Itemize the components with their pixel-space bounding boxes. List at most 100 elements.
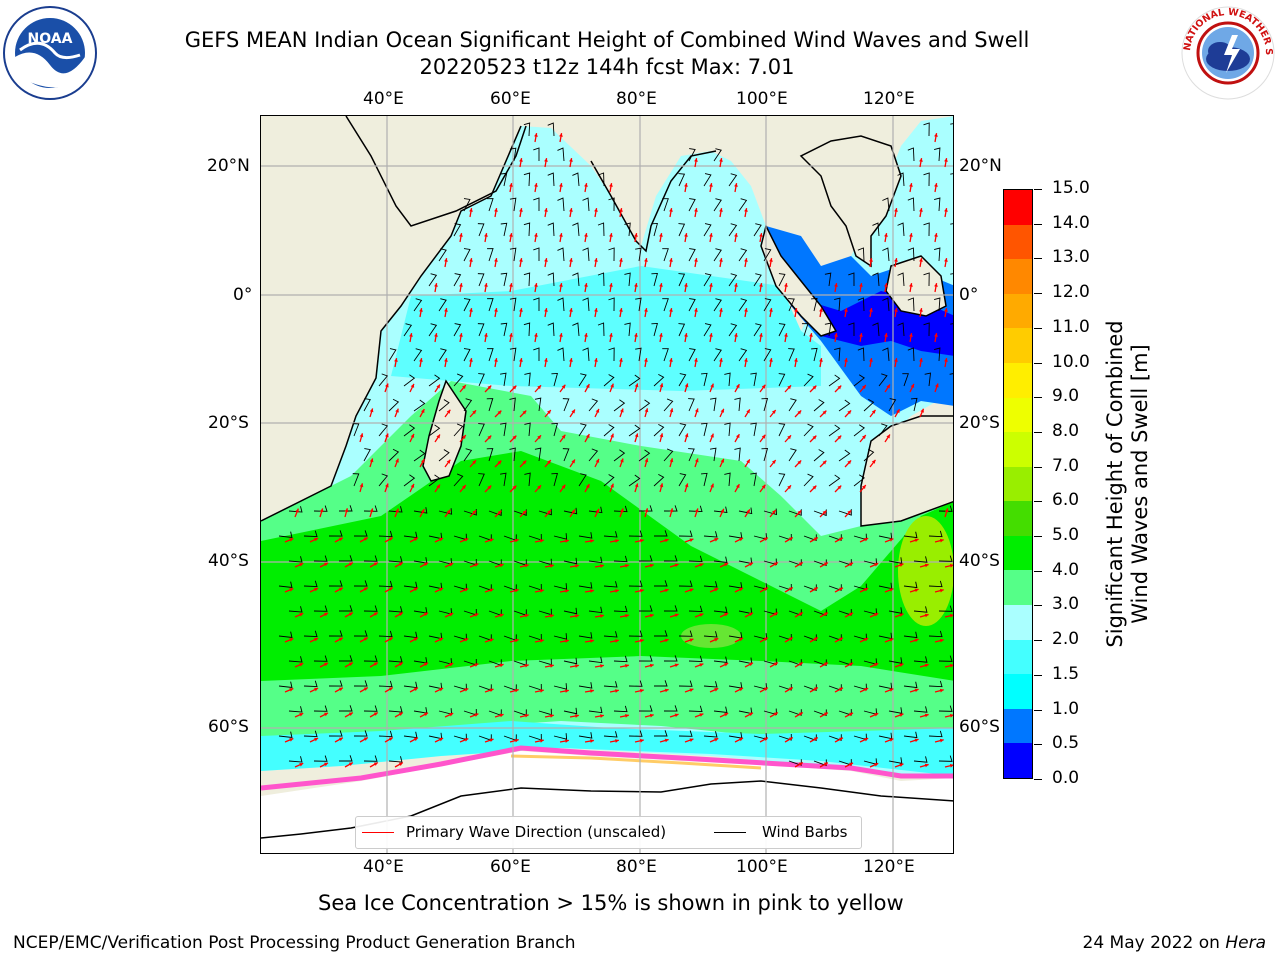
- wind-barb: [635, 297, 642, 312]
- colorbar-segment: [1004, 569, 1032, 606]
- wind-barb: [453, 273, 462, 287]
- wind-barb: [713, 348, 722, 362]
- wind-barb: [923, 322, 930, 337]
- wind-barb: [428, 374, 441, 387]
- colorbar-tick-label: 10.0: [1052, 351, 1090, 372]
- wave-arrow-head: [949, 563, 953, 568]
- wave-arrow-head: [314, 587, 319, 592]
- wave-arrow-head: [565, 739, 569, 743]
- wind-barb: [663, 505, 678, 512]
- wave-arrow-head: [314, 537, 319, 542]
- wind-barb: [653, 373, 665, 387]
- wind-barb: [872, 272, 880, 287]
- lon-tick-bottom: 60°E: [490, 857, 531, 877]
- wind-barb: [428, 424, 441, 437]
- wind-barb: [653, 580, 668, 587]
- colorbar-segment: [1004, 224, 1032, 260]
- ocean-south-cyan: [261, 721, 953, 776]
- wind-barb: [750, 422, 757, 437]
- wave-arrow-head: [289, 688, 294, 692]
- wind-barb: [678, 173, 686, 187]
- wave-arrow-head: [699, 713, 704, 717]
- wave-arrow-head: [812, 485, 817, 490]
- wind-barb: [653, 423, 665, 437]
- wave-arrow-head: [423, 612, 428, 617]
- colorbar-segment: [1004, 466, 1032, 502]
- wind-barb: [678, 530, 693, 537]
- wind-barb: [613, 449, 626, 462]
- wind-barb: [553, 733, 568, 740]
- wind-barb: [613, 505, 628, 513]
- wind-barb: [603, 374, 615, 387]
- wind-barb: [578, 473, 587, 487]
- wind-barb: [778, 373, 786, 387]
- wind-barb: [938, 755, 953, 762]
- wave-arrow-head: [547, 410, 551, 415]
- wind-barb: [628, 630, 643, 637]
- wave-arrow-head: [909, 283, 913, 287]
- wave-arrow-head: [410, 433, 415, 438]
- wave-arrow-head: [644, 408, 649, 413]
- wave-arrow-head: [694, 508, 699, 513]
- wave-arrow-head: [894, 308, 898, 312]
- wave-arrow-head: [295, 508, 299, 513]
- wind-barb: [388, 606, 403, 613]
- wave-arrow-head: [761, 384, 766, 389]
- wind-barb: [638, 449, 651, 462]
- wind-barb: [688, 298, 696, 312]
- wave-arrow-head: [369, 458, 374, 463]
- wind-barb: [863, 448, 875, 462]
- wave-arrow-head: [798, 712, 803, 716]
- wave-arrow-head: [289, 638, 294, 642]
- wind-barb: [582, 347, 590, 362]
- wind-barb: [863, 398, 875, 412]
- wave-arrow-head: [569, 158, 573, 162]
- wind-barb: [713, 248, 722, 262]
- wind-barb: [353, 730, 368, 737]
- nws-logo: NATIONAL WEATHER SERVICE: [1176, 0, 1276, 101]
- wave-arrow-head: [919, 358, 923, 362]
- wave-arrow-head: [659, 283, 663, 287]
- wind-barb: [413, 507, 428, 514]
- wave-arrow-head: [884, 283, 888, 287]
- wind-barb: [509, 197, 517, 212]
- wave-arrow-head: [472, 460, 477, 465]
- wave-arrow-head: [609, 233, 613, 237]
- wave-arrow-head: [619, 208, 623, 212]
- wave-arrow-head: [348, 712, 353, 716]
- wave-arrow-head: [388, 587, 393, 591]
- wind-barb: [853, 424, 865, 437]
- wave-arrow-head: [497, 510, 502, 515]
- wave-arrow-head: [439, 587, 444, 592]
- wave-arrow-head: [615, 589, 619, 593]
- wind-barb: [288, 506, 303, 513]
- wind-barb: [897, 322, 905, 337]
- wind-barb: [363, 448, 371, 462]
- wind-barb: [688, 198, 696, 212]
- wave-arrow-head: [537, 385, 542, 390]
- wave-arrow-head: [444, 358, 448, 362]
- wave-arrow-head: [669, 408, 674, 413]
- wind-barb: [678, 423, 687, 437]
- wave-arrow-head: [684, 483, 689, 488]
- wave-arrow-head: [610, 483, 614, 488]
- graticule: [261, 116, 953, 853]
- wave-arrow-head: [874, 663, 879, 667]
- wave-arrow-head: [710, 433, 714, 438]
- legend-wave-label: Primary Wave Direction (unscaled): [406, 823, 667, 841]
- wave-arrow-head: [519, 208, 523, 212]
- map-panel[interactable]: [260, 115, 954, 854]
- wind-barb: [923, 172, 930, 187]
- wind-barb: [288, 756, 303, 763]
- wave-arrow-head: [798, 612, 803, 616]
- wave-arrow-head: [338, 687, 343, 692]
- wind-barb: [662, 198, 669, 212]
- wind-barb: [578, 732, 593, 739]
- wave-arrow-head: [385, 383, 389, 388]
- wave-arrow-head: [837, 385, 842, 390]
- wave-arrow-head: [823, 612, 828, 617]
- wind-barb: [803, 373, 814, 387]
- wave-arrow-head: [369, 408, 374, 413]
- wind-barb: [628, 680, 643, 687]
- wind-barb: [813, 399, 825, 412]
